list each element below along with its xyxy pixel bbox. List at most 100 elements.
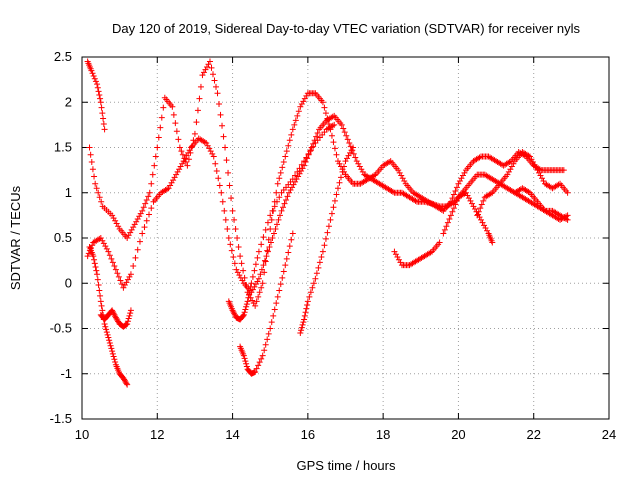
data-point: [102, 323, 109, 330]
data-point: [182, 158, 189, 165]
data-point: [124, 318, 131, 325]
data-point: [204, 142, 211, 149]
data-point: [241, 355, 248, 362]
data-point: [273, 189, 280, 196]
data-point: [292, 117, 299, 124]
data-point: [130, 263, 137, 270]
data-point: [262, 226, 269, 233]
data-point: [336, 179, 343, 186]
data-point: [324, 229, 331, 236]
data-point: [243, 301, 250, 308]
data-point: [294, 168, 301, 175]
data-point: [467, 197, 474, 204]
data-point: [277, 169, 284, 176]
data-point: [84, 253, 91, 260]
data-point: [276, 287, 283, 294]
data-point: [443, 223, 450, 230]
data-point: [184, 162, 191, 169]
data-point: [280, 268, 287, 275]
data-point: [295, 173, 302, 180]
data-point: [146, 211, 153, 218]
data-point: [324, 115, 331, 122]
data-point: [446, 215, 453, 222]
data-point: [303, 92, 310, 99]
data-point: [243, 363, 250, 370]
data-point: [108, 255, 115, 262]
data-point: [127, 310, 134, 317]
data-point: [313, 133, 320, 140]
data-point: [302, 158, 309, 165]
data-point: [126, 312, 133, 319]
data-point: [267, 325, 274, 332]
data-point: [194, 107, 201, 114]
data-point: [216, 101, 223, 108]
data-point: [188, 143, 195, 150]
data-point: [319, 248, 326, 255]
data-point: [96, 287, 103, 294]
data-point: [285, 142, 292, 149]
data-point: [209, 150, 216, 157]
data-point: [100, 120, 107, 127]
data-point: [157, 124, 164, 131]
data-point: [90, 253, 97, 260]
data-point: [468, 200, 475, 207]
data-point: [155, 134, 162, 141]
data-point: [564, 189, 571, 196]
data-point: [99, 110, 106, 117]
data-point: [313, 270, 320, 277]
data-point: [346, 139, 353, 146]
data-point: [449, 208, 456, 215]
data-point: [475, 208, 482, 215]
data-point: [96, 92, 103, 99]
data-point: [334, 158, 341, 165]
data-point: [146, 189, 153, 196]
data-point: [173, 128, 180, 135]
data-point: [274, 180, 281, 187]
data-point: [333, 191, 340, 198]
data-point: [98, 104, 105, 111]
data-point: [336, 160, 343, 167]
data-point: [401, 177, 408, 184]
y-tick-label: 2: [65, 94, 72, 109]
data-point: [281, 200, 288, 207]
data-point: [334, 185, 341, 192]
data-point: [238, 260, 245, 267]
data-point: [127, 271, 134, 278]
data-point: [176, 166, 183, 173]
y-tick-label: -0.5: [50, 321, 72, 336]
data-point: [273, 221, 280, 228]
data-point: [453, 184, 460, 191]
data-point: [151, 162, 158, 169]
data-point: [241, 274, 248, 281]
data-point: [263, 253, 270, 260]
data-point: [394, 254, 401, 261]
data-point: [340, 125, 347, 132]
data-point: [282, 262, 289, 269]
data-point: [148, 180, 155, 187]
data-point: [299, 321, 306, 328]
data-point: [228, 247, 235, 254]
data-point: [133, 218, 140, 225]
data-point: [87, 151, 94, 158]
data-point: [303, 154, 310, 161]
data-point: [307, 289, 314, 296]
data-point: [118, 281, 125, 288]
data-point: [333, 151, 340, 158]
data-point: [231, 260, 238, 267]
data-point: [234, 269, 241, 276]
data-point: [100, 240, 107, 247]
data-point: [264, 247, 271, 254]
data-point: [177, 163, 184, 170]
data-point: [265, 236, 272, 243]
data-point: [98, 198, 105, 205]
data-point: [447, 198, 454, 205]
data-point: [262, 341, 269, 348]
data-point: [243, 303, 250, 310]
data-point: [319, 99, 326, 106]
data-point: [301, 95, 308, 102]
data-point: [295, 108, 302, 115]
y-tick-label: -1: [60, 366, 72, 381]
data-point: [252, 281, 259, 288]
y-tick-label: 0: [65, 275, 72, 290]
data-point: [298, 101, 305, 108]
